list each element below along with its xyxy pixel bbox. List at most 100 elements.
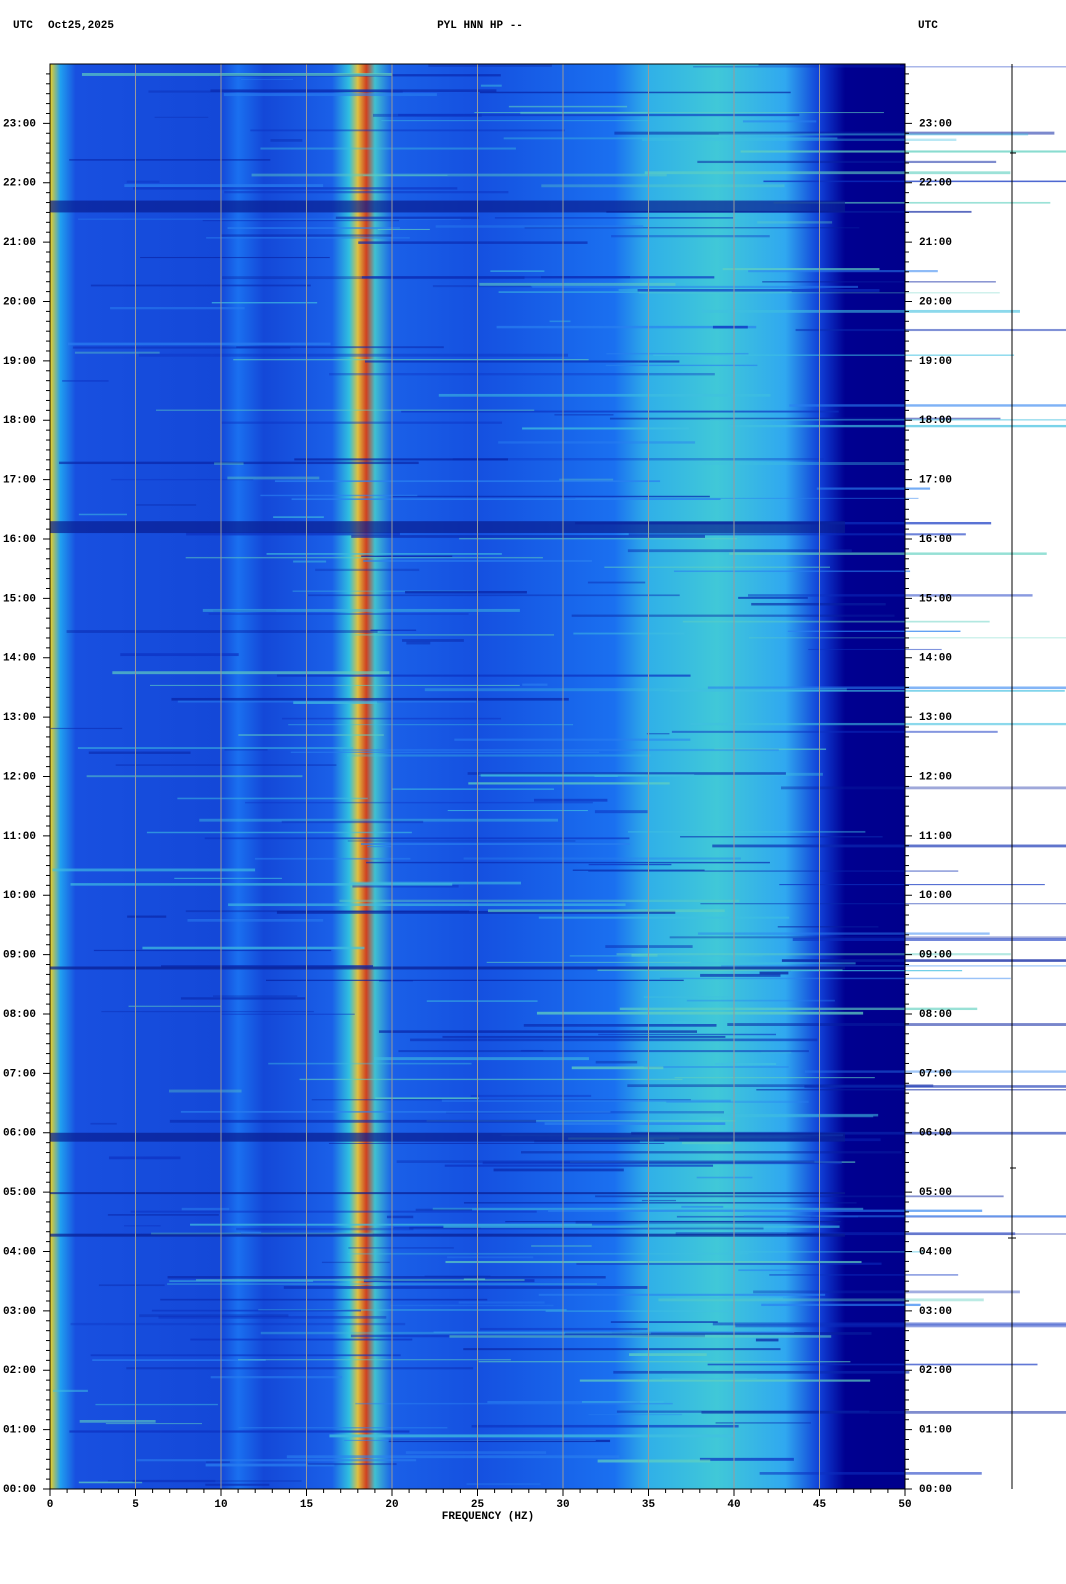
texture-streak [709, 418, 1066, 421]
texture-streak [79, 1419, 156, 1423]
y-tick-label: 20:00 [919, 296, 952, 308]
texture-streak [480, 774, 695, 777]
texture-streak [816, 487, 931, 490]
texture-streak [524, 227, 860, 229]
texture-streak [367, 846, 392, 848]
texture-streak [377, 228, 430, 230]
texture-streak [174, 877, 282, 880]
texture-band [50, 966, 845, 970]
texture-streak [748, 270, 938, 273]
texture-streak [69, 1430, 410, 1433]
texture-streak [631, 1131, 1066, 1135]
texture-streak [522, 683, 548, 686]
texture-streak [415, 1208, 473, 1211]
texture-streak [463, 1278, 486, 1281]
texture-streak [604, 566, 830, 568]
texture-streak [432, 1207, 864, 1211]
y-tick-label: 07:00 [3, 1068, 36, 1080]
texture-streak [391, 788, 554, 790]
texture-streak [435, 225, 644, 228]
texture-streak [762, 281, 996, 283]
texture-streak [697, 160, 997, 164]
texture-streak [727, 1023, 1066, 1026]
texture-streak [268, 1062, 472, 1065]
texture-streak [364, 360, 680, 363]
texture-streak [682, 620, 990, 623]
texture-streak [223, 93, 437, 97]
texture-streak [186, 532, 400, 536]
texture-streak [522, 427, 690, 430]
texture-streak [86, 775, 303, 778]
texture-streak [701, 309, 1020, 313]
texture-streak [810, 1215, 1066, 1218]
texture-streak [352, 884, 459, 888]
texture-streak [206, 1461, 230, 1463]
texture-streak [177, 797, 368, 800]
texture-streak [575, 497, 919, 499]
texture-streak [763, 180, 1066, 183]
texture-streak [644, 171, 1011, 175]
texture-streak [493, 1168, 624, 1172]
texture-streak [533, 798, 608, 802]
texture-streak [347, 840, 576, 842]
texture-streak [351, 535, 705, 538]
texture-streak [595, 1060, 638, 1064]
texture-streak [597, 1459, 711, 1463]
texture-streak [347, 1252, 749, 1255]
texture-band [50, 521, 845, 534]
y-tick-label: 23:00 [919, 118, 952, 130]
y-tick-label: 16:00 [919, 534, 952, 546]
texture-streak [700, 903, 1066, 905]
texture-streak [538, 916, 790, 919]
texture-streak [355, 1402, 673, 1405]
texture-streak [270, 139, 303, 142]
texture-streak [614, 131, 1055, 135]
texture-streak [438, 393, 771, 397]
texture-streak [311, 1099, 691, 1101]
y-tick-label: 06:00 [919, 1128, 952, 1140]
texture-streak [266, 553, 502, 555]
texture-streak [773, 201, 1051, 204]
texture-streak [536, 1011, 864, 1015]
texture-streak [722, 268, 880, 271]
texture-streak [160, 1298, 488, 1301]
texture-streak [363, 1279, 535, 1283]
texture-streak [348, 1247, 454, 1249]
texture-streak [498, 291, 792, 293]
texture-streak [124, 184, 324, 188]
texture-streak [753, 1290, 1020, 1294]
y-tick-label: 11:00 [3, 831, 36, 843]
texture-streak [236, 1227, 414, 1231]
texture-streak [804, 1070, 1066, 1073]
x-tick-label: 45 [813, 1499, 827, 1511]
texture-streak [781, 959, 1066, 962]
texture-streak [573, 632, 685, 635]
texture-streak [258, 1309, 567, 1311]
texture-streak [237, 1359, 511, 1361]
texture-streak [69, 159, 271, 161]
texture-streak [721, 965, 1066, 967]
texture-streak [185, 556, 543, 559]
texture-streak [474, 112, 884, 114]
texture-streak [98, 1284, 165, 1287]
texture-streak [276, 910, 676, 914]
texture-streak [127, 915, 167, 918]
texture-streak [90, 1354, 401, 1357]
texture-streak [286, 1455, 620, 1459]
texture-streak [169, 1119, 537, 1123]
texture-streak [790, 970, 963, 972]
texture-streak [386, 1215, 414, 1219]
texture-streak [52, 1389, 88, 1392]
y-tick-label: 02:00 [919, 1365, 952, 1377]
texture-streak [445, 1260, 862, 1264]
texture-streak [171, 697, 569, 701]
texture-streak [470, 1094, 592, 1097]
texture-streak [205, 1483, 270, 1486]
texture-streak [487, 909, 725, 913]
x-tick-label: 40 [727, 1499, 740, 1511]
texture-streak [761, 1303, 921, 1307]
texture-streak [381, 120, 650, 122]
texture-streak [72, 346, 291, 349]
texture-streak [220, 1013, 355, 1015]
